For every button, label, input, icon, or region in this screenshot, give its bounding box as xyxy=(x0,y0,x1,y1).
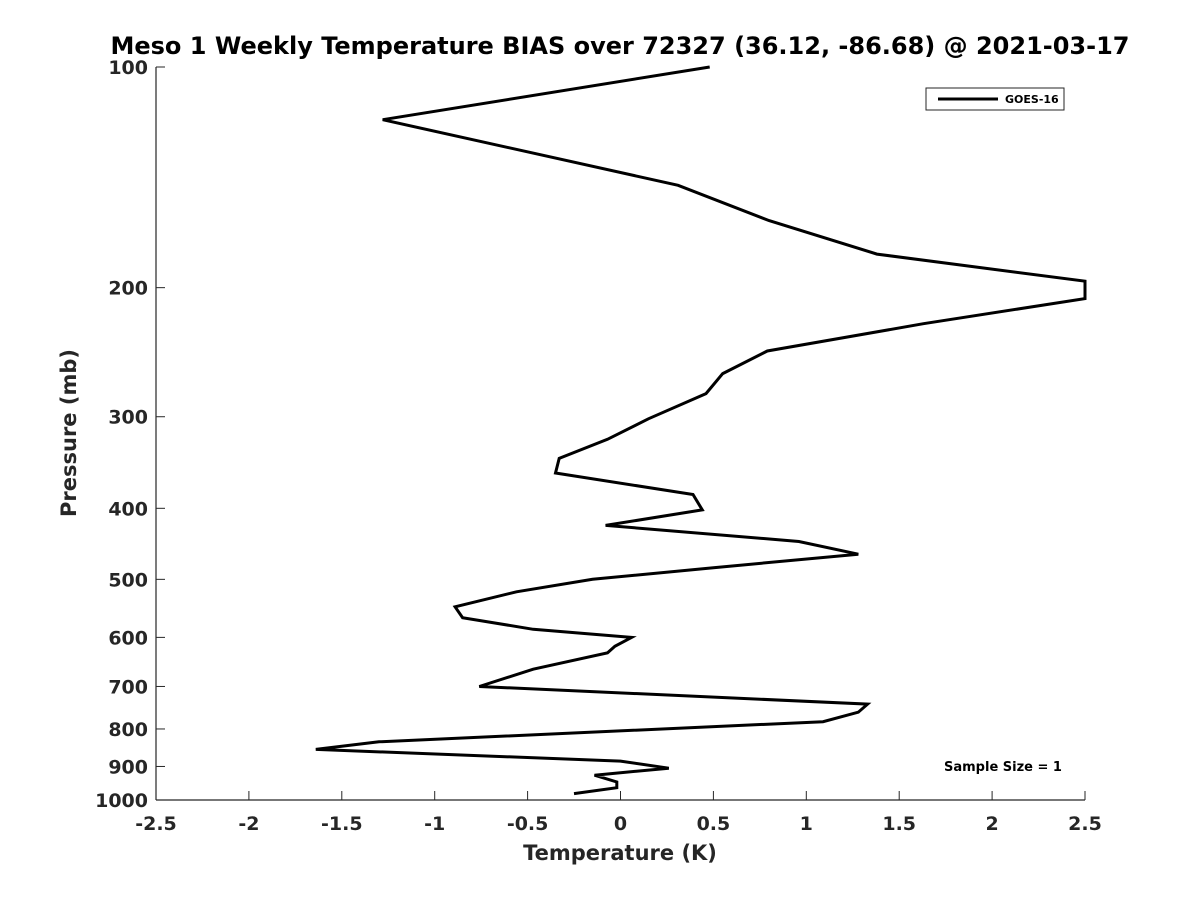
x-axis-label: Temperature (K) xyxy=(523,841,717,865)
y-tick-label: 600 xyxy=(108,627,148,649)
y-axis-ticks: 100 200 300 400 500 600 700 800 900 1000 xyxy=(95,57,165,812)
legend-label-goes-16: GOES-16 xyxy=(1005,93,1059,106)
y-tick-label: 500 xyxy=(108,569,148,591)
x-tick-label: 1 xyxy=(800,813,813,835)
x-tick-label: 2 xyxy=(985,813,998,835)
x-axis-ticks: -2.5 -2 -1.5 -1 -0.5 0 0.5 1 1.5 2 2.5 xyxy=(135,791,1102,835)
x-tick-label: -1 xyxy=(424,813,445,835)
y-tick-label: 300 xyxy=(108,407,148,429)
x-tick-label: 2.5 xyxy=(1068,813,1102,835)
x-tick-label: -2.5 xyxy=(135,813,177,835)
y-tick-label: 1000 xyxy=(95,790,148,812)
y-tick-label: 100 xyxy=(108,57,148,79)
x-tick-label: -1.5 xyxy=(321,813,363,835)
y-tick-label: 400 xyxy=(108,498,148,520)
sample-size-annotation: Sample Size = 1 xyxy=(944,760,1062,775)
x-tick-label: 0.5 xyxy=(697,813,731,835)
y-tick-label: 700 xyxy=(108,676,148,698)
y-tick-label: 800 xyxy=(108,719,148,741)
legend: GOES-16 xyxy=(925,87,1065,111)
x-tick-label: -2 xyxy=(238,813,259,835)
y-tick-label: 200 xyxy=(108,278,148,300)
x-tick-label: 0 xyxy=(614,813,627,835)
y-tick-label: 900 xyxy=(108,756,148,778)
x-tick-label: 1.5 xyxy=(882,813,916,835)
x-tick-label: -0.5 xyxy=(507,813,549,835)
series-layer xyxy=(315,65,1087,796)
y-axis-label: Pressure (mb) xyxy=(57,349,81,517)
series-line-goes-16 xyxy=(315,65,1087,796)
chart-title: Meso 1 Weekly Temperature BIAS over 7232… xyxy=(110,32,1129,60)
